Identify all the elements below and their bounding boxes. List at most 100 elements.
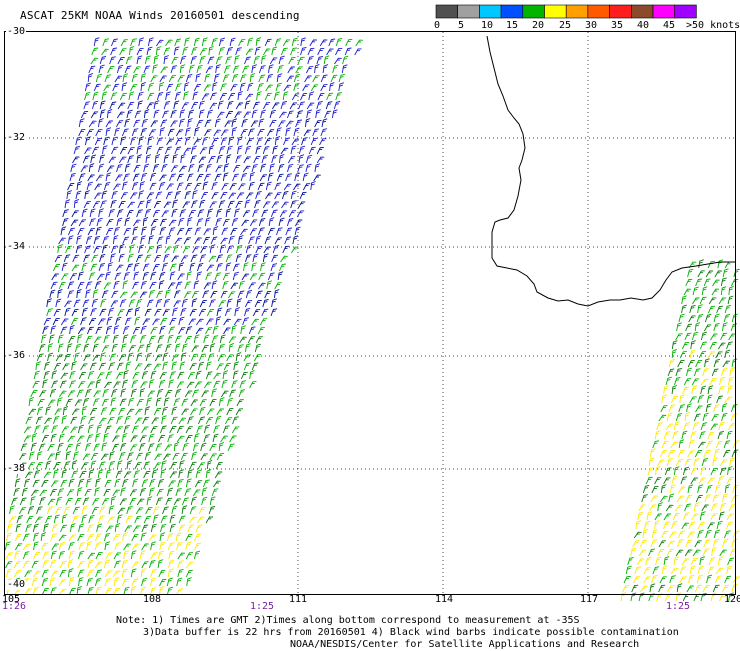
wind-barb (30, 496, 36, 506)
wind-barb (103, 432, 109, 443)
wind-barb (297, 164, 304, 173)
wind-barb (145, 507, 153, 515)
wind-barb (108, 461, 115, 470)
wind-barb (229, 435, 237, 443)
wind-barb (190, 496, 197, 506)
wind-barb (185, 541, 192, 551)
wind-barb (232, 416, 239, 425)
wind-barb (335, 37, 343, 47)
wind-barb (199, 399, 207, 407)
wind-barb (104, 578, 112, 587)
wind-barb (306, 109, 313, 119)
wind-barb (211, 37, 218, 47)
scale-color-boxes (435, 4, 697, 19)
wind-barb (262, 201, 271, 209)
wind-barb (217, 111, 225, 119)
wind-barb (222, 74, 230, 83)
wind-barb (260, 109, 267, 119)
wind-barb (215, 165, 223, 173)
wind-barb (161, 210, 169, 218)
wind-barb (138, 136, 144, 146)
wind-barb (278, 217, 285, 227)
wind-barb (211, 192, 219, 200)
wind-barb (690, 467, 698, 476)
wind-barb (280, 101, 287, 110)
wind-barb (142, 271, 149, 281)
wind-barb (661, 394, 667, 404)
wind-barb (141, 118, 148, 128)
wind-barb (24, 588, 32, 596)
wind-barb (24, 570, 32, 578)
wind-barb (41, 434, 49, 443)
wind-barb (81, 405, 88, 416)
wind-barb (53, 415, 60, 425)
wind-barb (184, 291, 192, 299)
wind-barb (67, 435, 75, 443)
wind-barb (159, 523, 167, 533)
wind-barb (672, 512, 680, 521)
wind-barb (61, 262, 68, 272)
wind-barb (248, 326, 256, 335)
wind-barb (670, 484, 676, 494)
wind-barb (227, 200, 235, 209)
wind-barb (693, 457, 700, 467)
wind-barb (94, 542, 102, 551)
lat-label: -40 (6, 579, 27, 590)
wind-barb (93, 235, 101, 245)
wind-barb (329, 82, 335, 92)
wind-barb (344, 47, 352, 56)
wind-barb (133, 66, 141, 74)
wind-barb (314, 63, 320, 74)
lat-label: -36 (6, 350, 27, 361)
wind-barb (657, 549, 665, 557)
wind-barb (107, 417, 115, 425)
wind-barb (29, 451, 35, 461)
wind-barb (694, 450, 703, 458)
wind-barb (300, 47, 307, 56)
wind-barb (186, 173, 194, 182)
wind-barb (279, 111, 287, 119)
wind-barb (28, 396, 35, 407)
wind-barb (661, 440, 669, 449)
wind-barb (288, 210, 297, 218)
wind-barb (205, 469, 212, 479)
wind-barb (191, 101, 199, 110)
wind-barb (136, 352, 143, 362)
wind-barb (249, 228, 258, 236)
wind-barb (670, 395, 678, 404)
wind-barb (683, 288, 692, 296)
wind-barb (108, 505, 115, 515)
wind-barb (675, 368, 682, 377)
wind-barb (671, 475, 678, 485)
wind-barb (142, 263, 150, 272)
wind-barb (104, 541, 111, 551)
wind-barb (273, 91, 280, 101)
wind-barb (705, 529, 712, 539)
wind-barb (103, 559, 110, 569)
wind-barb (105, 552, 113, 560)
wind-barb (191, 345, 199, 353)
wind-barb (247, 82, 254, 92)
wind-barb (141, 561, 149, 569)
wind-barb (663, 513, 672, 521)
wind-barb (255, 191, 262, 200)
wind-barb (251, 362, 259, 371)
wind-barb (713, 404, 720, 413)
wind-barb (229, 183, 237, 191)
wind-barb (60, 326, 68, 335)
wind-barb (160, 318, 168, 326)
wind-barb (185, 127, 191, 137)
wind-barb (726, 430, 733, 440)
wind-barb (146, 342, 152, 353)
wind-barb (290, 145, 297, 155)
wind-barb (656, 459, 665, 467)
wind-barb (85, 335, 93, 344)
wind-barb (168, 379, 175, 389)
wind-barb (74, 497, 82, 506)
wind-barb (41, 588, 49, 596)
wind-barb (143, 461, 150, 470)
wind-barb (283, 84, 292, 92)
wind-barb (221, 227, 229, 236)
wind-barb (727, 376, 735, 386)
wind-barb (102, 389, 109, 398)
